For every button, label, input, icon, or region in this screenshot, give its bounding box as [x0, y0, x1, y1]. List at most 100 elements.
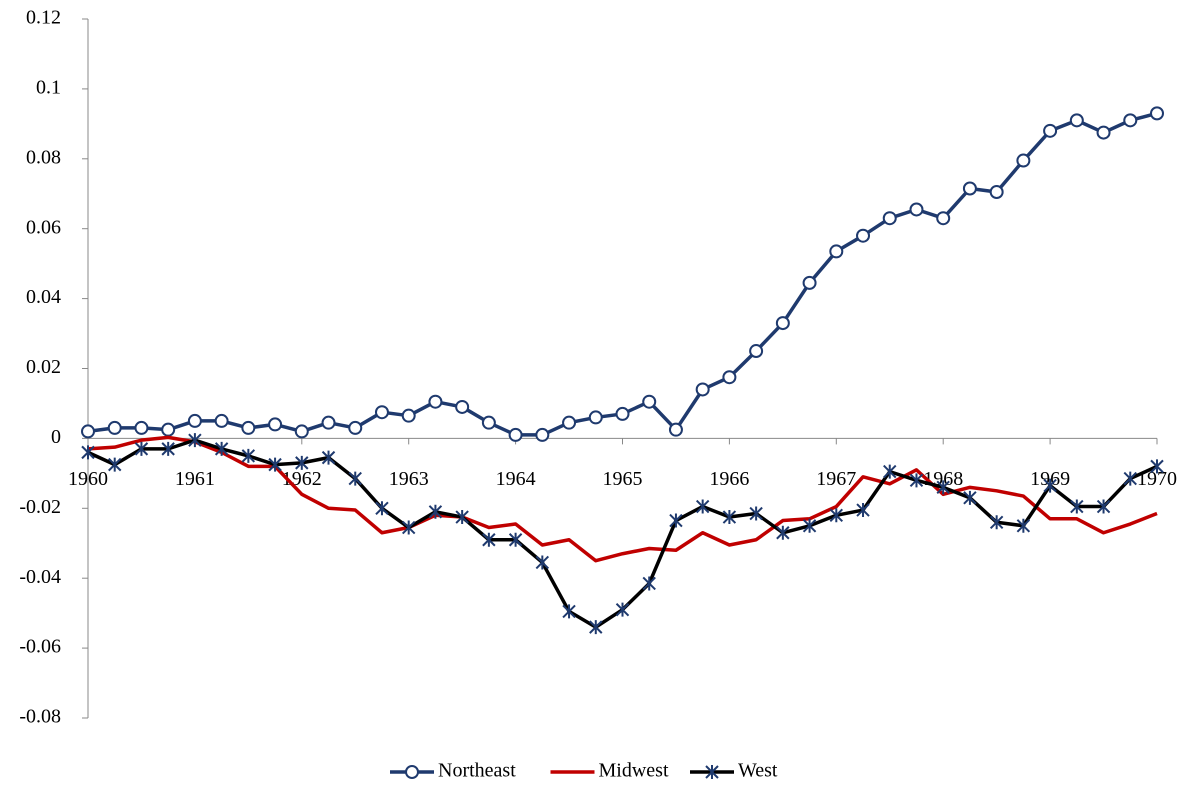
- marker: [882, 211, 897, 226]
- y-tick-label: 0.12: [26, 7, 61, 29]
- marker: [508, 532, 523, 547]
- marker: [562, 604, 576, 619]
- marker: [1043, 123, 1058, 138]
- marker: [295, 455, 309, 470]
- series-line: [87, 435, 1158, 563]
- marker: [829, 244, 844, 259]
- marker: [428, 394, 443, 409]
- marker: [375, 501, 389, 516]
- marker: [1150, 459, 1164, 474]
- marker: [455, 510, 469, 525]
- x-tick-label: 1966: [709, 468, 749, 490]
- marker: [695, 499, 710, 514]
- y-tick-label: 0.1: [36, 76, 61, 98]
- marker: [642, 394, 657, 409]
- x-tick-label: 1961: [175, 468, 215, 490]
- marker: [161, 441, 175, 456]
- marker: [401, 520, 416, 535]
- marker: [936, 480, 950, 495]
- marker: [374, 405, 389, 420]
- marker: [108, 457, 122, 472]
- marker: [722, 510, 737, 525]
- marker: [963, 490, 977, 505]
- marker: [722, 370, 737, 385]
- marker: [669, 513, 683, 528]
- x-tick-label: 1963: [389, 468, 429, 490]
- y-tick-label: 0.08: [26, 146, 61, 168]
- marker: [909, 202, 924, 217]
- marker: [1016, 153, 1031, 168]
- marker: [535, 555, 550, 570]
- marker: [989, 185, 1004, 200]
- legend: Northeast Midwest West: [390, 760, 778, 782]
- marker: [749, 506, 763, 521]
- marker: [1069, 113, 1084, 128]
- marker: [482, 532, 496, 547]
- marker: [776, 525, 790, 540]
- y-tick-label: 0.04: [26, 286, 61, 308]
- x-tick-label: 1967: [816, 468, 856, 490]
- marker: [405, 765, 419, 779]
- marker: [81, 424, 95, 439]
- legend-label: West: [738, 760, 778, 782]
- x-tick-label: 1965: [603, 468, 643, 490]
- marker: [348, 420, 363, 435]
- marker: [455, 399, 470, 414]
- marker: [535, 427, 550, 442]
- marker: [1123, 113, 1138, 128]
- legend-label: Northeast: [438, 760, 516, 782]
- marker: [749, 344, 764, 359]
- marker: [187, 413, 202, 428]
- legend-label: Midwest: [599, 760, 669, 782]
- marker: [1150, 106, 1164, 121]
- marker: [134, 441, 149, 456]
- marker: [775, 316, 790, 331]
- y-tick-label: -0.04: [19, 566, 61, 588]
- y-tick-label: -0.02: [19, 496, 61, 518]
- marker: [188, 433, 202, 448]
- x-tick-label: 1964: [496, 468, 536, 490]
- marker: [481, 415, 496, 430]
- marker: [695, 382, 710, 397]
- marker: [802, 275, 817, 290]
- marker: [589, 620, 603, 635]
- marker: [668, 422, 683, 437]
- y-tick-label: 0.06: [26, 216, 61, 238]
- y-tick-label: 0.02: [26, 356, 61, 378]
- marker: [802, 518, 817, 533]
- marker: [562, 415, 577, 430]
- marker: [705, 765, 719, 779]
- marker: [856, 228, 871, 243]
- marker: [962, 181, 977, 196]
- marker: [1096, 125, 1111, 140]
- marker: [214, 441, 229, 456]
- marker: [856, 503, 870, 518]
- marker: [1016, 518, 1031, 533]
- marker: [428, 504, 443, 519]
- marker: [1096, 499, 1111, 514]
- marker: [81, 445, 95, 460]
- marker: [401, 408, 416, 423]
- marker: [1070, 499, 1084, 514]
- marker: [107, 420, 122, 435]
- x-tick-label: 1970: [1137, 468, 1177, 490]
- marker: [214, 413, 229, 428]
- marker: [134, 420, 149, 435]
- marker: [321, 415, 336, 430]
- marker: [883, 464, 897, 479]
- y-tick-label: -0.08: [19, 706, 61, 728]
- marker: [508, 427, 523, 442]
- marker: [241, 420, 256, 435]
- marker: [348, 471, 362, 486]
- marker: [989, 515, 1004, 530]
- marker: [268, 457, 282, 472]
- y-tick-label: 0: [51, 426, 61, 448]
- marker: [1043, 478, 1057, 493]
- marker: [909, 473, 924, 488]
- series-line: [87, 111, 1158, 437]
- marker: [588, 410, 603, 425]
- marker: [321, 450, 336, 465]
- marker: [829, 508, 844, 523]
- marker: [642, 576, 656, 591]
